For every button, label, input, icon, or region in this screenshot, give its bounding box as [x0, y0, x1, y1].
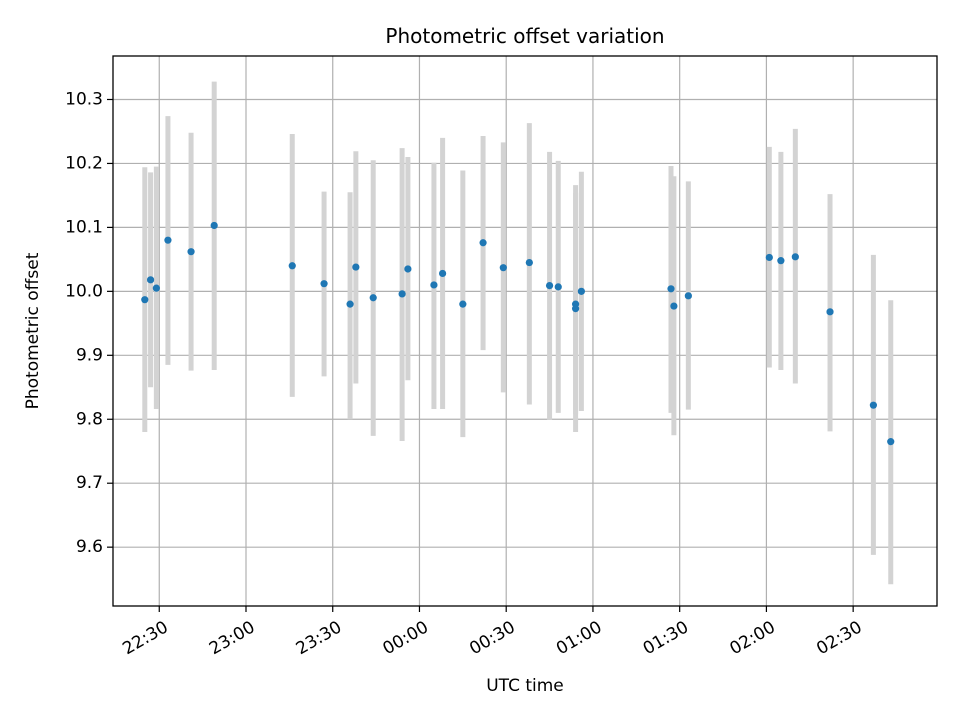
grid: [113, 56, 937, 606]
data-point: [288, 262, 296, 270]
data-point: [577, 287, 585, 295]
data-point: [571, 305, 580, 313]
data-point: [791, 253, 799, 261]
y-tick-label: 10.0: [65, 281, 103, 301]
data-point: [141, 296, 149, 304]
chart-title: Photometric offset variation: [385, 24, 664, 48]
data-point: [525, 258, 533, 267]
data-point: [404, 265, 412, 273]
y-tick-label: 9.7: [76, 473, 103, 493]
data-point: [146, 276, 155, 284]
data-point: [777, 257, 785, 265]
data-points: [141, 221, 895, 446]
data-point: [869, 401, 877, 409]
y-tick-label: 9.8: [76, 409, 103, 429]
data-point: [439, 269, 447, 278]
data-point: [352, 263, 360, 271]
data-point: [152, 284, 160, 292]
data-point: [459, 300, 467, 308]
data-point: [765, 253, 773, 262]
data-point: [684, 292, 692, 300]
data-point: [667, 285, 675, 293]
y-tick-label: 10.1: [65, 217, 103, 237]
y-tick-label: 10.3: [65, 89, 103, 109]
data-point: [187, 248, 195, 256]
data-point: [369, 294, 377, 302]
y-tick-label: 9.9: [76, 345, 103, 365]
data-point: [887, 438, 895, 446]
x-axis-label: UTC time: [486, 676, 564, 696]
data-point: [670, 302, 678, 310]
data-point: [398, 290, 406, 298]
y-tick-label: 10.2: [65, 153, 103, 173]
data-point: [346, 300, 354, 308]
data-point: [320, 280, 328, 288]
data-point: [826, 308, 834, 316]
data-point: [479, 239, 487, 247]
data-point: [499, 264, 507, 272]
data-point: [554, 283, 562, 291]
plot-frame: [112, 55, 938, 607]
y-axis-label: Photometric offset: [23, 252, 43, 409]
data-point: [545, 281, 554, 290]
y-tick-label: 9.6: [76, 537, 103, 557]
data-point: [210, 221, 218, 230]
data-point: [164, 236, 172, 244]
data-point: [430, 281, 438, 289]
